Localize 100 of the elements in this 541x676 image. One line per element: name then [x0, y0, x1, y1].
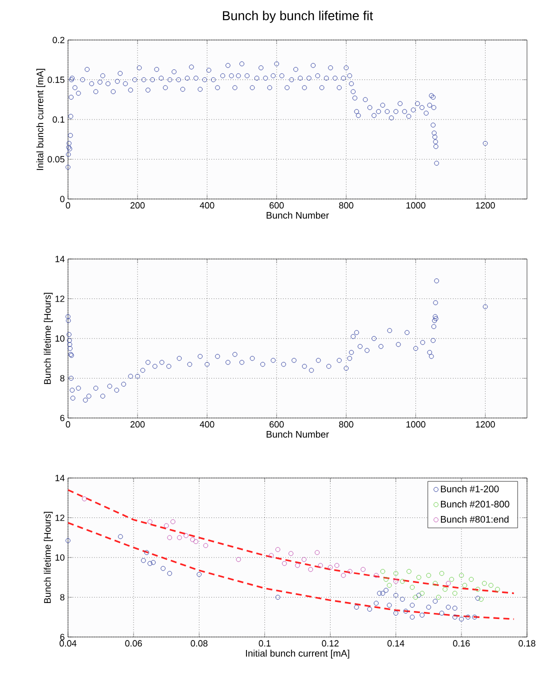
line-series: [68, 522, 515, 620]
x-tick-label: 0.16: [453, 640, 470, 647]
point: [410, 614, 415, 620]
point: [167, 570, 172, 576]
legend-label: Bunch #801:end: [440, 516, 509, 523]
legend-label: Bunch #1-200: [440, 485, 499, 492]
point: [82, 496, 87, 502]
y-tick-label: 6: [60, 414, 64, 422]
point: [314, 550, 320, 555]
x-tick-label: 1200: [476, 202, 495, 209]
x-tick-label: 0.04: [60, 640, 76, 647]
x-axis-title: Bunch Number: [266, 212, 329, 219]
point: [442, 586, 448, 592]
x-tick-label: 0: [66, 421, 70, 428]
x-tick-label: 1000: [406, 421, 426, 428]
point: [406, 568, 412, 574]
point: [184, 533, 188, 538]
point: [374, 600, 379, 606]
point: [66, 538, 70, 544]
point: [446, 604, 451, 610]
y-tick-label: 12: [56, 514, 64, 521]
point: [386, 602, 392, 608]
point: [302, 557, 307, 562]
x-tick-label: 0.06: [125, 640, 142, 647]
point: [416, 574, 422, 580]
point: [439, 570, 444, 576]
point: [393, 610, 398, 616]
point: [282, 561, 287, 566]
point: [393, 578, 398, 584]
point: [482, 580, 487, 586]
point: [118, 534, 123, 540]
point: [140, 558, 146, 563]
x-tick-label: 200: [130, 421, 145, 428]
x-tick-label: 0.14: [387, 640, 404, 647]
point: [148, 561, 152, 566]
x-axis-title: Initial bunch current [mA]: [246, 650, 350, 659]
y-axis-title: Bunch lifetime [Hours]: [44, 292, 53, 384]
x-tick-label: 0.18: [518, 640, 536, 647]
x-tick-label: 200: [130, 202, 145, 209]
point: [334, 563, 340, 568]
point: [374, 572, 379, 578]
point: [160, 566, 166, 571]
x-tick-label: 1200: [476, 421, 495, 428]
y-tick-label: 6: [60, 634, 64, 640]
y-tick-label: 0.2: [52, 36, 64, 44]
point: [275, 547, 280, 552]
point: [416, 592, 422, 598]
x-tick-label: 1000: [406, 202, 426, 209]
point: [367, 606, 372, 612]
point: [386, 582, 392, 588]
point: [148, 519, 152, 524]
point: [275, 594, 280, 600]
y-tick-label: 14: [56, 256, 65, 262]
x-tick-label: 400: [200, 421, 214, 428]
point: [413, 594, 418, 600]
point: [354, 604, 359, 610]
x-tick-label: 0: [66, 202, 70, 209]
point: [436, 594, 441, 600]
point: [466, 614, 470, 620]
y-tick-label: 8: [60, 375, 64, 382]
point: [400, 596, 405, 602]
x-axis-title: Bunch Number: [266, 430, 329, 438]
chart-title: Bunch by bunch lifetime fit: [222, 10, 373, 23]
y-tick-label: 14: [56, 474, 65, 482]
point: [452, 590, 458, 596]
point: [348, 568, 352, 574]
point: [475, 586, 480, 592]
point: [288, 551, 294, 556]
point: [403, 608, 408, 614]
point: [308, 566, 314, 572]
point: [439, 610, 444, 616]
x-tick-label: 400: [200, 202, 214, 209]
x-tick-label: 800: [339, 202, 354, 209]
y-tick-label: 10: [56, 335, 64, 342]
point: [468, 576, 474, 582]
point: [420, 590, 425, 596]
point: [426, 572, 432, 578]
point: [384, 576, 388, 582]
y-tick-label: 8: [60, 594, 64, 600]
point: [144, 550, 150, 555]
point: [432, 598, 438, 604]
point: [190, 537, 196, 542]
point: [452, 606, 458, 611]
point: [393, 570, 398, 576]
x-tick-label: 600: [270, 202, 284, 209]
point: [495, 586, 500, 592]
point: [150, 560, 156, 565]
point: [410, 584, 415, 590]
point: [328, 564, 333, 570]
point: [318, 563, 323, 568]
x-tick-label: 0.12: [322, 640, 339, 647]
y-tick-label: 10: [56, 554, 64, 561]
legend-label: Bunch #201-800: [440, 500, 510, 508]
point: [393, 592, 398, 598]
y-axis-title: Bunch lifetime [Hours]: [44, 512, 53, 604]
x-tick-label: 0.1: [258, 640, 271, 647]
point: [488, 582, 494, 588]
point: [410, 602, 415, 608]
point: [420, 612, 425, 618]
y-tick-label: 0.1: [52, 116, 64, 123]
